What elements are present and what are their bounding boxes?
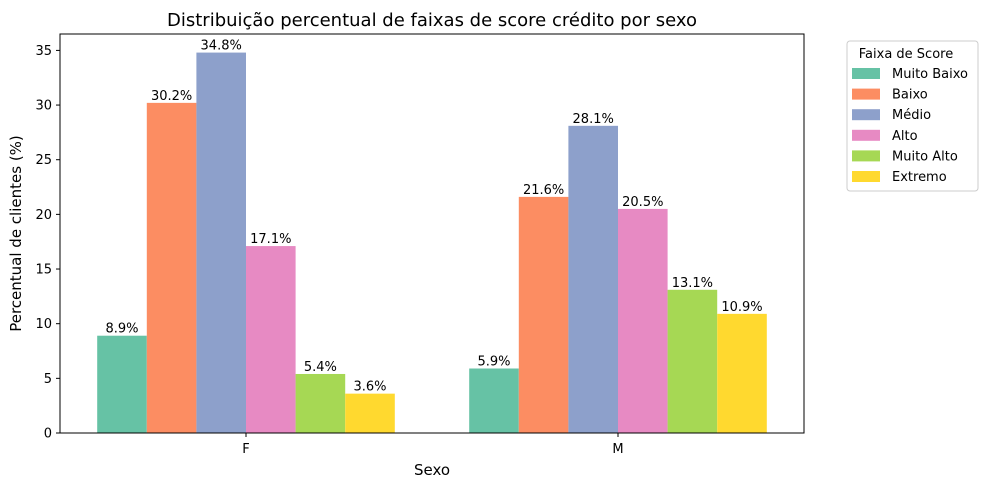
y-axis: 0 5 10 15 20 25 30 35 <box>35 44 60 442</box>
chart-title: Distribuição percentual de faixas de sco… <box>167 10 697 31</box>
bar-label-m-extremo: 10.9% <box>721 300 762 315</box>
legend-label-muito-baixo: Muito Baixo <box>892 67 968 82</box>
legend: Faixa de Score Muito Baixo Baixo Médio Alto… <box>846 40 979 192</box>
y-tick-label: 15 <box>35 263 52 278</box>
legend-swatch-extremo <box>852 171 880 182</box>
legend-label-medio: Médio <box>892 108 931 123</box>
legend-title: Faixa de Score <box>859 47 953 62</box>
bar-label-m-alto: 20.5% <box>622 195 663 210</box>
legend-swatch-muito-alto <box>852 150 880 162</box>
legend-label-extremo: Extremo <box>892 170 947 185</box>
y-tick-label: 5 <box>44 372 52 387</box>
bar-m-baixo <box>518 196 569 433</box>
bar-label-f-medio: 34.8% <box>201 39 242 54</box>
bar-label-f-baixo: 30.2% <box>151 89 192 104</box>
bar-label-m-baixo: 21.6% <box>523 183 564 198</box>
legend-swatch-alto <box>852 129 880 141</box>
bar-f-extremo <box>345 393 395 433</box>
bar-f-muito-baixo <box>97 335 147 433</box>
y-tick-label: 0 <box>44 427 52 442</box>
bar-labels-group: 8.9% 30.2% 34.8% 17.1% 5.4% 3.6% 5.9% 21.6% 28.1… <box>105 39 762 395</box>
bar-f-medio <box>196 52 246 434</box>
legend-label-baixo: Baixo <box>892 88 928 103</box>
y-tick-label: 10 <box>35 317 52 332</box>
y-tick-label: 25 <box>35 153 52 168</box>
bar-label-m-muito-baixo: 5.9% <box>477 355 510 370</box>
bar-label-f-muito-alto: 5.4% <box>304 360 337 375</box>
legend-swatch-muito-baixo <box>852 68 880 79</box>
legend-swatch-medio <box>852 109 880 121</box>
bar-m-muito-alto <box>667 289 718 433</box>
bar-label-f-extremo: 3.6% <box>353 380 386 395</box>
legend-label-muito-alto: Muito Alto <box>892 149 958 164</box>
legend-swatch-baixo <box>852 88 880 100</box>
bar-f-alto <box>246 246 296 433</box>
bar-label-m-medio: 28.1% <box>573 112 614 127</box>
y-axis-label: Percentual de clientes (%) <box>7 135 25 332</box>
bar-f-baixo <box>146 102 197 433</box>
bar-f-muito-alto <box>295 373 346 433</box>
legend-items: Muito Baixo Baixo Médio Alto Muito Alto Extre… <box>852 67 968 185</box>
y-tick-label: 35 <box>35 44 52 59</box>
y-tick-label: 20 <box>35 208 52 223</box>
x-tick-label-f: F <box>242 442 249 457</box>
bar-label-f-alto: 17.1% <box>250 232 291 247</box>
plot-frame <box>59 33 805 434</box>
bar-m-muito-baixo <box>469 368 519 433</box>
bar-m-medio <box>568 125 618 434</box>
legend-label-alto: Alto <box>892 129 918 144</box>
bar-m-alto <box>618 208 668 433</box>
y-tick-label: 30 <box>35 99 52 114</box>
bars-group <box>97 52 767 434</box>
bar-label-f-muito-baixo: 8.9% <box>105 322 138 337</box>
bar-label-m-muito-alto: 13.1% <box>672 276 713 291</box>
x-axis-label: Sexo <box>414 461 450 479</box>
x-tick-label-m: M <box>612 442 623 457</box>
bar-m-extremo <box>717 313 767 433</box>
